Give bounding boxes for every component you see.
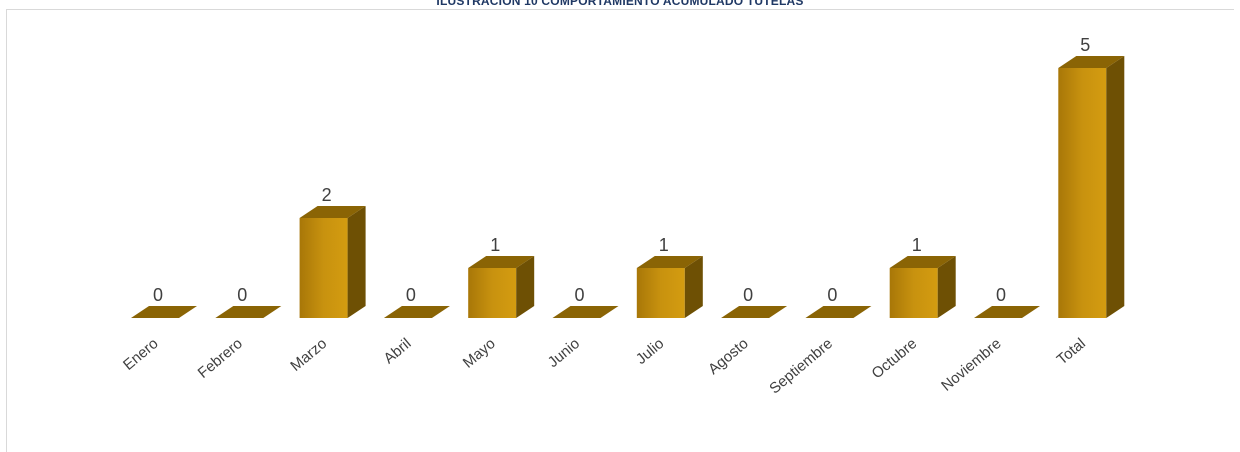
tick-label: Octubre: [868, 335, 920, 382]
data-label: 0: [153, 285, 163, 305]
data-label: 1: [912, 235, 922, 255]
data-label: 0: [827, 285, 837, 305]
chart-frame: [6, 9, 1234, 452]
tick-label: Febrero: [195, 335, 246, 382]
bar-total: [1058, 56, 1125, 318]
bar-julio: [636, 256, 703, 318]
tick-label: Julio: [633, 335, 668, 368]
bar-marzo: [299, 206, 366, 318]
data-label: 1: [490, 235, 500, 255]
bar-front: [889, 268, 938, 318]
bar-side: [684, 256, 703, 318]
bar-top: [131, 306, 197, 318]
bar-top: [468, 256, 535, 268]
tick-label: Junio: [545, 335, 583, 371]
data-label: 5: [1080, 35, 1090, 55]
bar-side: [1106, 56, 1125, 318]
bar-top: [299, 206, 366, 218]
tick-label: Agosto: [705, 335, 752, 378]
bar-front: [1058, 68, 1107, 318]
bar-top: [636, 256, 703, 268]
tick-label: Noviembre: [938, 335, 1004, 395]
bar-front: [636, 268, 685, 318]
bar-agosto: [721, 306, 788, 318]
bar-front: [468, 268, 517, 318]
data-label: 0: [743, 285, 753, 305]
bar-top: [215, 306, 282, 318]
tick-label: Total: [1054, 335, 1089, 368]
tick-label: Abril: [381, 335, 415, 367]
data-label: 1: [659, 235, 669, 255]
bar-top: [552, 306, 619, 318]
bar-top: [1058, 56, 1125, 68]
bar-septiembre: [805, 306, 872, 318]
bar-top: [383, 306, 450, 318]
tick-label: Enero: [120, 335, 162, 374]
bar-top: [974, 306, 1040, 318]
bar-octubre: [889, 256, 956, 318]
data-label: 0: [574, 285, 584, 305]
bar-mayo: [468, 256, 535, 318]
data-label: 2: [322, 185, 332, 205]
bar-enero: [131, 306, 197, 318]
bar-top: [889, 256, 956, 268]
bar-noviembre: [974, 306, 1040, 318]
bar-abril: [383, 306, 450, 318]
bar-side: [347, 206, 366, 318]
tick-label: Marzo: [287, 335, 330, 375]
bar-side: [937, 256, 956, 318]
data-label: 0: [406, 285, 416, 305]
bar-junio: [552, 306, 619, 318]
bar-side: [516, 256, 535, 318]
bar-front: [299, 218, 348, 318]
bar-top: [721, 306, 788, 318]
data-label: 0: [996, 285, 1006, 305]
tick-label: Septiembre: [766, 335, 836, 397]
bar-top: [805, 306, 872, 318]
bar-febrero: [215, 306, 282, 318]
tick-label: Mayo: [460, 335, 499, 372]
data-label: 0: [237, 285, 247, 305]
chart-title: ILUSTRACIÓN 10 COMPORTAMIENTO ACUMULADO …: [436, 0, 804, 8]
